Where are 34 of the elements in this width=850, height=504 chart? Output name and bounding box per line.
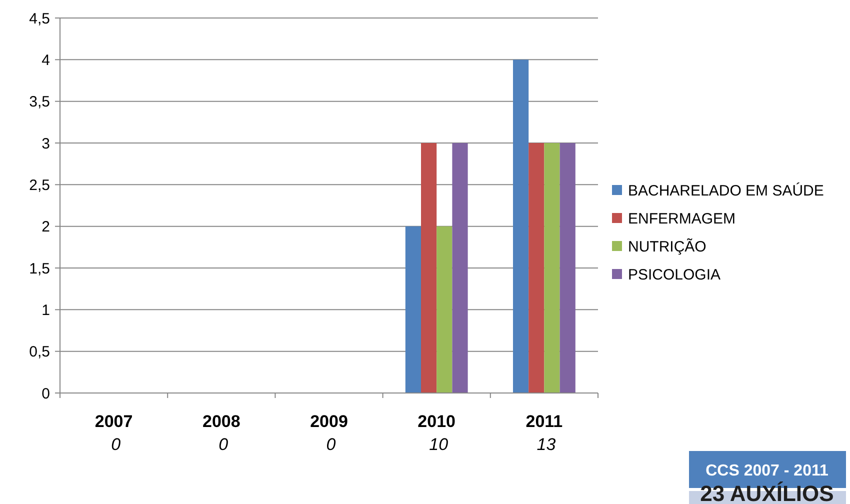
x-tick-label: 2008 [202, 412, 240, 431]
bar [436, 226, 452, 393]
bar [512, 60, 529, 393]
text: CCS 2007 - 2011 [706, 462, 828, 480]
y-tick-label: 4,5 [29, 10, 50, 28]
legend-label: BACHARELADO EM SAÚDE [628, 181, 824, 200]
y-tick-label: 3 [42, 135, 50, 152]
total-label: 10 [429, 435, 449, 454]
y-tick-label: 2 [42, 218, 50, 236]
y-tick-label: 2,5 [29, 176, 50, 194]
total-label: 0 [218, 435, 229, 454]
total-label: 0 [326, 435, 336, 454]
bar [421, 143, 437, 393]
text: 23 AUXÍLIOS [700, 480, 834, 504]
bar [528, 143, 544, 393]
legend-label: ENFERMAGEM [628, 210, 736, 228]
bar [544, 143, 560, 393]
y-tick-label: 0,5 [29, 344, 50, 361]
bar [405, 226, 421, 393]
y-tick-label: 3,5 [29, 94, 50, 111]
bar [452, 143, 468, 393]
total-label: 0 [111, 435, 122, 454]
bar [560, 143, 576, 393]
x-tick-label: 2009 [310, 412, 348, 431]
x-tick-label: 2007 [94, 412, 133, 431]
x-tick-label: 2010 [418, 412, 456, 431]
legend-label: PSICOLOGIA [628, 266, 721, 284]
y-tick-label: 1,5 [29, 260, 50, 278]
total-label: 13 [536, 435, 556, 454]
legend-label: NUTRIÇÃO [628, 237, 706, 256]
y-tick-label: 1 [42, 302, 50, 319]
y-tick-label: 4 [42, 52, 50, 69]
x-tick-label: 2011 [526, 412, 563, 431]
y-tick-label: 0 [42, 385, 50, 402]
